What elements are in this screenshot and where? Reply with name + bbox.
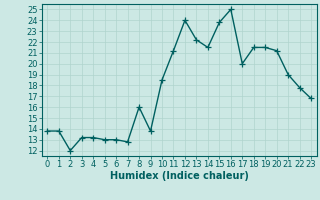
X-axis label: Humidex (Indice chaleur): Humidex (Indice chaleur) <box>110 171 249 181</box>
